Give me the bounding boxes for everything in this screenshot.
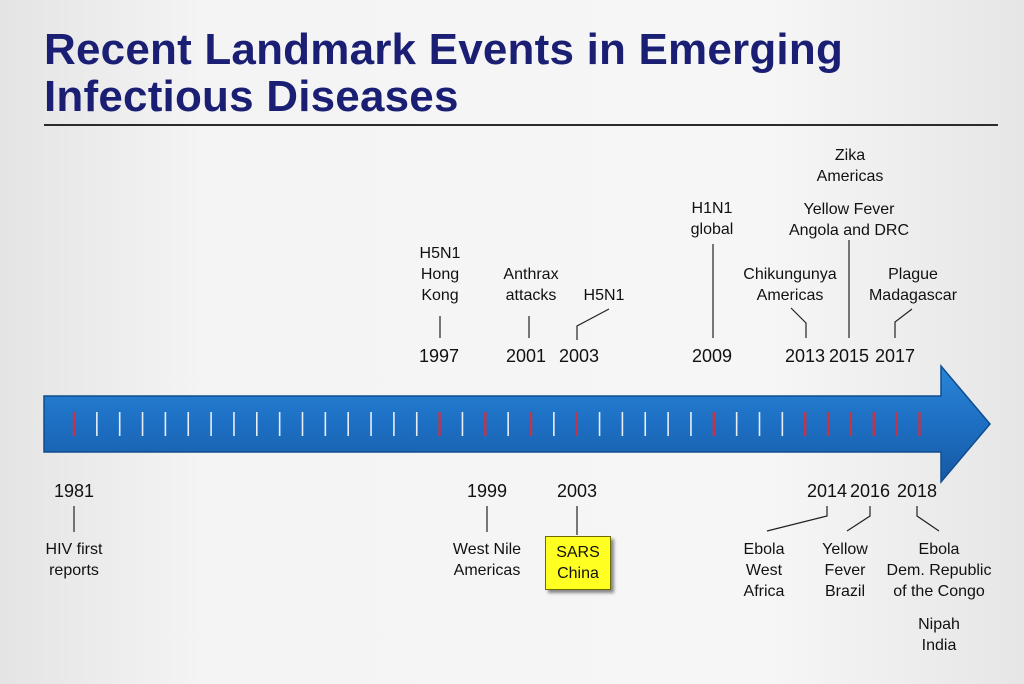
event-label-above-5: Yellow Fever Angola and DRC [788,201,910,239]
event-label-below-4: Yellow Fever Brazil [822,541,868,600]
event-label-above-0: H5N1 Hong Kong [419,245,461,304]
event-label-above-3: H1N1 global [690,200,734,238]
below-connector-4 [846,506,871,532]
timeline-arrow [43,363,991,485]
below-year-2014: 2014 [806,481,848,501]
slide-title: Recent Landmark Events in Emerging Infec… [44,25,844,121]
above-year-2003: 2003 [558,346,600,366]
event-label-below-3: Ebola West Africa [743,541,785,600]
event-label-below-0: HIV first reports [45,541,103,579]
highlight-box: SARS China [545,536,611,590]
below-connector-3 [766,506,828,532]
above-year-2009: 2009 [691,346,733,366]
event-label-below-5: Ebola Dem. Republic of the Congo [886,541,992,600]
below-year-1981: 1981 [53,481,95,501]
event-label-above-4: Chikungunya Americas [743,266,837,304]
below-connector-5 [916,506,940,532]
above-year-2013: 2013 [784,346,826,366]
below-year-2018: 2018 [896,481,938,501]
above-connector-4 [790,307,807,338]
event-label-below-1: West Nile Americas [452,541,522,579]
below-year-1999: 1999 [466,481,508,501]
above-year-2001: 2001 [505,346,547,366]
above-connector-7 [894,308,913,338]
above-year-2017: 2017 [874,346,916,366]
above-connector-2 [576,308,610,340]
event-label-above-7: Plague Madagascar [868,266,958,304]
title-divider [44,124,998,126]
event-label-below-2: SARS China [556,544,600,582]
above-year-1997: 1997 [418,346,460,366]
event-label-above-2: H5N1 [583,287,625,304]
below-year-2016: 2016 [849,481,891,501]
above-year-2015: 2015 [828,346,870,366]
below-year-2003: 2003 [556,481,598,501]
event-label-below-6: Nipah India [918,616,960,654]
event-label-above-6: Zika Americas [816,147,884,185]
event-label-above-1: Anthrax attacks [503,266,559,304]
